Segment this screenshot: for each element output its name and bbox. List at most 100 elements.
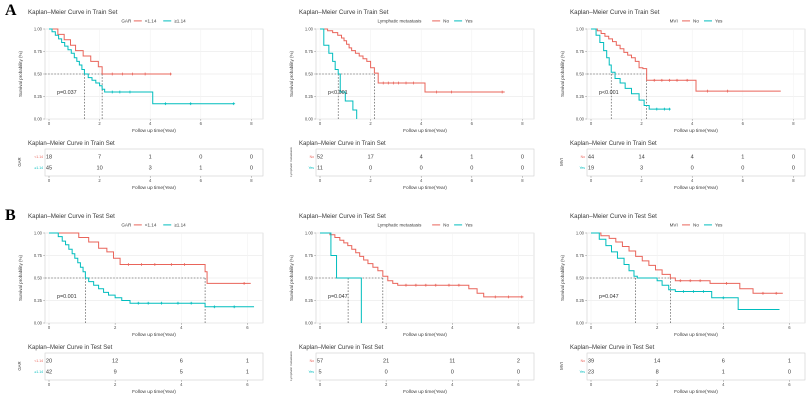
risk-count: 18 [46,155,52,161]
x-tick-label: 0 [590,178,593,183]
risk-count: 7 [98,155,101,161]
x-tick-label: 6 [471,178,474,183]
x-tick-label: 4 [149,178,152,183]
km-panel-test-mvi: Kaplan–Meier Curve in Test Set MVI No Yes 1.… [542,204,812,409]
risk-count: 57 [317,359,323,365]
section-label-b: B [5,207,16,224]
risk-table-title: Kaplan–Meier Curve in Train Set [299,141,386,147]
risk-count: 0 [517,370,520,376]
legend-label: No [443,223,449,228]
km-curve-group2 [49,28,234,105]
risk-table-box [315,148,535,177]
x-axis-title: Follow up time(Year) [403,389,447,395]
x-axis-title: Follow up time(Year) [132,185,176,191]
x-tick-label: 0 [48,178,51,183]
risk-row-label: ≥1.14 [35,370,44,374]
risk-count: 45 [46,166,52,172]
risk-count: 1 [246,370,249,376]
risk-count: 0 [788,370,791,376]
risk-table-title: Kaplan–Meier Curve in Test Set [570,345,655,351]
risk-count: 10 [96,166,102,172]
legend-title: GAR [121,223,132,228]
x-tick-label: 2 [656,382,659,387]
x-tick-label: 4 [691,121,694,126]
legend-title: MVI [670,223,678,228]
risk-row-label: Yes [308,370,314,374]
risk-row-label: Yes [579,166,585,170]
km-curve-group1 [591,232,783,294]
y-tick-label: 0.50 [576,276,585,281]
x-tick-label: 0 [319,325,322,330]
y-tick-label: 0.50 [34,276,43,281]
x-tick-label: 4 [420,178,423,183]
risk-count: 20 [46,359,52,365]
x-tick-label: 2 [640,178,643,183]
x-tick-label: 8 [792,178,795,183]
risk-count: 52 [317,155,323,161]
risk-count: 14 [638,155,644,161]
x-tick-label: 6 [200,121,203,126]
x-tick-label: 2 [98,121,101,126]
risk-count: 0 [741,166,744,172]
x-axis-title: Follow up time(Year) [132,389,176,395]
risk-table-group-label: GAR [17,157,22,166]
x-tick-label: 4 [180,382,183,387]
section-label-a: A [5,2,17,19]
km-curve-group1 [49,28,171,75]
km-panel-train-lymphatic: Kaplan–Meier Curve in Train Set Lymphatic… [271,0,542,204]
x-tick-label: 6 [742,178,745,183]
risk-table-title: Kaplan–Meier Curve in Test Set [28,345,113,351]
y-tick-label: 0.75 [34,253,43,258]
risk-count: 5 [180,370,183,376]
x-tick-label: 0 [319,121,322,126]
risk-count: 8 [656,370,659,376]
x-axis-title: Follow up time(Year) [674,332,718,338]
km-figure-b3: Kaplan–Meier Curve in Test Set MVI No Yes 1.… [559,213,806,395]
x-tick-label: 2 [385,382,388,387]
p-value-label: p=0.047 [599,294,619,300]
y-tick-label: 0.50 [305,276,314,281]
y-tick-label: 1.00 [34,27,43,32]
legend-label: Yes [715,223,723,228]
y-tick-label: 0.25 [305,298,314,303]
risk-count: 0 [521,166,524,172]
p-value-label: p<0.001 [328,90,348,96]
km-figure-b2: Kaplan–Meier Curve in Test Set Lymphatic … [289,213,535,395]
x-tick-label: 6 [517,325,520,330]
km-panel-train-mvi: Kaplan–Meier Curve in Train Set MVI No Yes 1… [542,0,812,204]
risk-row-label: No [310,359,314,363]
x-tick-label: 0 [590,382,593,387]
y-tick-label: 0.75 [305,49,314,54]
x-tick-label: 2 [114,325,117,330]
risk-count: 0 [451,370,454,376]
y-tick-label: 0.75 [305,253,314,258]
km-figure-a2: Kaplan–Meier Curve in Train Set Lymphatic… [289,9,535,191]
risk-count: 6 [722,359,725,365]
x-axis-title: Follow up time(Year) [132,332,176,338]
y-tick-label: 0.75 [576,253,585,258]
risk-row-label: Yes [579,370,585,374]
risk-count: 12 [112,359,118,365]
y-tick-label: 0.00 [34,117,43,122]
x-tick-label: 6 [246,325,249,330]
risk-count: 0 [420,166,423,172]
y-tick-label: 0.00 [305,117,314,122]
y-tick-label: 0.00 [576,117,585,122]
y-tick-label: 1.00 [576,231,585,236]
risk-count: 1 [788,359,791,365]
risk-count: 17 [367,155,373,161]
risk-count: 44 [588,155,594,161]
risk-count: 0 [470,166,473,172]
chart-title: Kaplan–Meier Curve in Train Set [570,9,660,16]
x-tick-label: 4 [722,382,725,387]
risk-count: 1 [149,155,152,161]
risk-count: 19 [588,166,594,172]
x-tick-label: 0 [319,178,322,183]
risk-table-title: Kaplan–Meier Curve in Train Set [28,141,115,147]
risk-table-box [315,352,535,381]
y-tick-label: 0.75 [576,49,585,54]
x-tick-label: 4 [180,325,183,330]
legend-label: Yes [465,19,473,24]
